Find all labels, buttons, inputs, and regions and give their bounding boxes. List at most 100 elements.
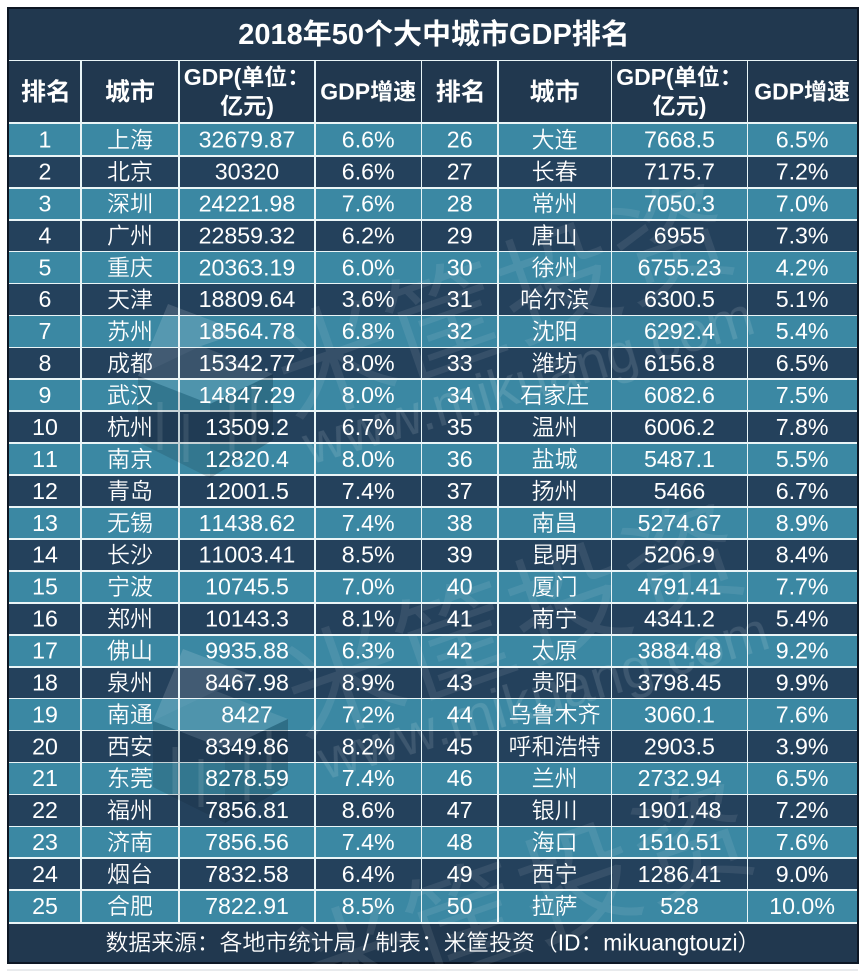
svg-text:8.0%: 8.0% bbox=[342, 350, 395, 376]
svg-text:3.6%: 3.6% bbox=[342, 286, 395, 312]
svg-text:14847.29: 14847.29 bbox=[199, 382, 296, 408]
svg-text:2018: 2018 bbox=[238, 19, 303, 51]
svg-text:38: 38 bbox=[447, 510, 473, 536]
svg-text:8.0%: 8.0% bbox=[342, 382, 395, 408]
svg-text:35: 35 bbox=[447, 414, 473, 440]
svg-text:5.4%: 5.4% bbox=[776, 606, 829, 632]
svg-text:8.6%: 8.6% bbox=[342, 797, 395, 823]
svg-text:7.4%: 7.4% bbox=[342, 765, 395, 791]
svg-text:3060.1: 3060.1 bbox=[644, 701, 715, 727]
svg-text:10.0%: 10.0% bbox=[769, 893, 835, 919]
svg-text:7.2%: 7.2% bbox=[342, 701, 395, 727]
svg-text:2: 2 bbox=[39, 159, 52, 185]
svg-text:16: 16 bbox=[32, 606, 58, 632]
svg-text:7: 7 bbox=[39, 318, 52, 344]
svg-text:4: 4 bbox=[39, 222, 52, 248]
svg-text:9.2%: 9.2% bbox=[776, 638, 829, 664]
svg-text:7822.91: 7822.91 bbox=[205, 893, 289, 919]
svg-text:6.5%: 6.5% bbox=[776, 765, 829, 791]
svg-text:30: 30 bbox=[447, 254, 473, 280]
svg-text:8.5%: 8.5% bbox=[342, 893, 395, 919]
svg-text:8278.59: 8278.59 bbox=[205, 765, 289, 791]
svg-text:3.9%: 3.9% bbox=[776, 733, 829, 759]
svg-text:29: 29 bbox=[447, 222, 473, 248]
svg-text:8.4%: 8.4% bbox=[776, 542, 829, 568]
svg-text:8: 8 bbox=[39, 350, 52, 376]
svg-text:6.6%: 6.6% bbox=[342, 127, 395, 153]
svg-text:7050.3: 7050.3 bbox=[644, 191, 715, 217]
svg-text:7175.7: 7175.7 bbox=[644, 159, 715, 185]
svg-text:8.1%: 8.1% bbox=[342, 606, 395, 632]
svg-text:6292.4: 6292.4 bbox=[644, 318, 715, 344]
svg-text:22: 22 bbox=[32, 797, 58, 823]
svg-text:GDP: GDP bbox=[320, 79, 370, 105]
svg-text:31: 31 bbox=[447, 286, 473, 312]
svg-text:5487.1: 5487.1 bbox=[644, 446, 715, 472]
svg-text:10745.5: 10745.5 bbox=[205, 574, 289, 600]
svg-text:49: 49 bbox=[447, 861, 473, 887]
svg-text:3: 3 bbox=[39, 191, 52, 217]
svg-text:8427: 8427 bbox=[221, 701, 273, 727]
svg-text:1: 1 bbox=[39, 127, 52, 153]
svg-text:7.0%: 7.0% bbox=[342, 574, 395, 600]
svg-text:): ) bbox=[266, 93, 274, 119]
svg-text:8.9%: 8.9% bbox=[776, 510, 829, 536]
svg-text:6.3%: 6.3% bbox=[342, 638, 395, 664]
svg-text:5.4%: 5.4% bbox=[776, 318, 829, 344]
svg-text:): ) bbox=[699, 93, 707, 119]
svg-text:8.0%: 8.0% bbox=[342, 446, 395, 472]
svg-text:6: 6 bbox=[39, 286, 52, 312]
svg-text:7856.56: 7856.56 bbox=[205, 829, 289, 855]
svg-text:6006.2: 6006.2 bbox=[644, 414, 715, 440]
svg-text:34: 34 bbox=[447, 382, 473, 408]
svg-text:21: 21 bbox=[32, 765, 58, 791]
svg-text:8.5%: 8.5% bbox=[342, 542, 395, 568]
svg-text:9.0%: 9.0% bbox=[776, 861, 829, 887]
svg-text:41: 41 bbox=[447, 606, 473, 632]
svg-text:7.4%: 7.4% bbox=[342, 510, 395, 536]
svg-text:5.1%: 5.1% bbox=[776, 286, 829, 312]
svg-text:mikuangtouzi: mikuangtouzi bbox=[603, 930, 737, 956]
svg-text:4341.2: 4341.2 bbox=[644, 606, 715, 632]
svg-text:12001.5: 12001.5 bbox=[205, 478, 289, 504]
svg-text:25: 25 bbox=[32, 893, 58, 919]
svg-text:13509.2: 13509.2 bbox=[205, 414, 289, 440]
svg-text:50: 50 bbox=[447, 893, 473, 919]
svg-text:19: 19 bbox=[32, 701, 58, 727]
svg-text:23: 23 bbox=[32, 829, 58, 855]
svg-text:6.7%: 6.7% bbox=[776, 478, 829, 504]
svg-text:8349.86: 8349.86 bbox=[205, 733, 289, 759]
svg-text:5: 5 bbox=[39, 254, 52, 280]
svg-text:18564.78: 18564.78 bbox=[199, 318, 296, 344]
svg-text:7.3%: 7.3% bbox=[776, 222, 829, 248]
svg-text:33: 33 bbox=[447, 350, 473, 376]
svg-text:15: 15 bbox=[32, 574, 58, 600]
svg-text:7.6%: 7.6% bbox=[776, 701, 829, 727]
svg-text:24221.98: 24221.98 bbox=[199, 191, 296, 217]
svg-text:10143.3: 10143.3 bbox=[205, 606, 289, 632]
svg-text:6.7%: 6.7% bbox=[342, 414, 395, 440]
svg-text:7.4%: 7.4% bbox=[342, 829, 395, 855]
svg-text:5.5%: 5.5% bbox=[776, 446, 829, 472]
svg-text:28: 28 bbox=[447, 191, 473, 217]
svg-text:11: 11 bbox=[32, 446, 58, 472]
svg-text:45: 45 bbox=[447, 733, 473, 759]
svg-text:42: 42 bbox=[447, 638, 473, 664]
svg-text:6.2%: 6.2% bbox=[342, 222, 395, 248]
svg-text:6.6%: 6.6% bbox=[342, 159, 395, 185]
svg-text:GDP: GDP bbox=[509, 19, 572, 51]
svg-text:17: 17 bbox=[32, 638, 58, 664]
svg-text:18: 18 bbox=[32, 669, 58, 695]
svg-text:GDP(: GDP( bbox=[616, 64, 674, 90]
svg-text:44: 44 bbox=[447, 701, 473, 727]
svg-text:528: 528 bbox=[660, 893, 699, 919]
svg-text:37: 37 bbox=[447, 478, 473, 504]
svg-text:39: 39 bbox=[447, 542, 473, 568]
svg-text:7856.81: 7856.81 bbox=[205, 797, 289, 823]
svg-text:6156.8: 6156.8 bbox=[644, 350, 715, 376]
svg-text:27: 27 bbox=[447, 159, 473, 185]
svg-text:2732.94: 2732.94 bbox=[638, 765, 722, 791]
svg-text:4791.41: 4791.41 bbox=[638, 574, 722, 600]
svg-text:5206.9: 5206.9 bbox=[644, 542, 715, 568]
svg-text:43: 43 bbox=[447, 669, 473, 695]
